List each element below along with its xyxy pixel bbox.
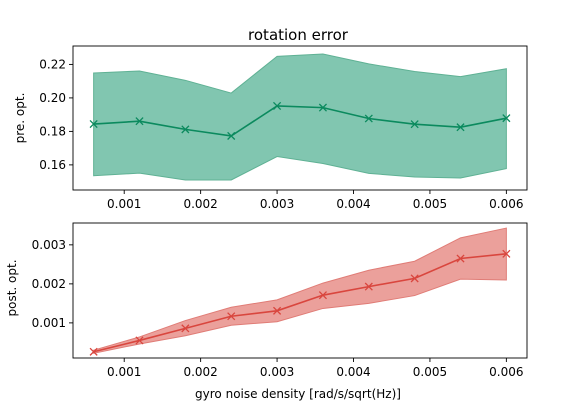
data-point — [410, 120, 419, 129]
x-axis-label: gyro noise density [rad/s/sqrt(Hz)] — [195, 387, 401, 401]
chart-title: rotation error — [248, 26, 349, 44]
x-tick-label: 0.005 — [413, 365, 447, 379]
data-point — [502, 114, 511, 123]
data-point — [456, 254, 465, 263]
data-point — [456, 123, 465, 132]
y-tick-label: 0.002 — [32, 277, 66, 291]
x-tick-label: 0.004 — [336, 365, 370, 379]
series-line — [93, 253, 507, 353]
x-tick-label: 0.005 — [413, 197, 447, 211]
x-tick-label: 0.001 — [107, 365, 141, 379]
confidence-band — [93, 53, 507, 181]
x-tick-label: 0.006 — [489, 365, 523, 379]
y-axis-label-post: post. opt. — [5, 259, 19, 316]
x-tick-label: 0.006 — [489, 197, 523, 211]
data-point — [135, 336, 144, 345]
data-point — [502, 249, 511, 258]
x-tick-label: 0.004 — [336, 197, 370, 211]
pre-optimization-panel: 0.001 0.002 0.003 0.004 0.005 0.006 0.16 0.18 0.… — [39, 45, 528, 211]
data-point — [227, 312, 236, 321]
y-tick-label: 0.001 — [32, 316, 66, 330]
data-point — [89, 347, 98, 356]
data-point — [318, 103, 327, 112]
x-tick-label: 0.003 — [260, 197, 294, 211]
series-line — [93, 105, 507, 137]
x-tick-label: 0.002 — [183, 197, 217, 211]
data-point — [89, 119, 98, 129]
x-tick-label: 0.002 — [183, 365, 217, 379]
data-point — [273, 306, 282, 315]
plot-frame — [72, 222, 528, 359]
y-tick-label: 0.003 — [32, 238, 66, 252]
confidence-band — [93, 227, 507, 354]
y-tick-label: 0.16 — [39, 158, 66, 172]
x-tick-label: 0.001 — [107, 197, 141, 211]
data-point — [273, 101, 282, 111]
x-tick-label: 0.003 — [260, 365, 294, 379]
data-point — [181, 324, 190, 333]
data-point — [135, 117, 144, 126]
data-point — [410, 274, 419, 283]
data-point — [364, 282, 373, 291]
y-tick-label: 0.20 — [39, 91, 66, 105]
post-optimization-panel: 0.001 0.002 0.003 0.004 0.005 0.006 0.001 0.002… — [32, 222, 528, 379]
data-point — [227, 131, 236, 140]
plot-frame — [72, 45, 528, 191]
data-point — [364, 114, 373, 123]
data-point — [181, 125, 190, 134]
y-tick-label: 0.18 — [39, 124, 66, 138]
data-point — [318, 291, 327, 300]
y-tick-label: 0.22 — [39, 57, 66, 71]
y-axis-label-pre: pre. opt. — [13, 93, 27, 144]
